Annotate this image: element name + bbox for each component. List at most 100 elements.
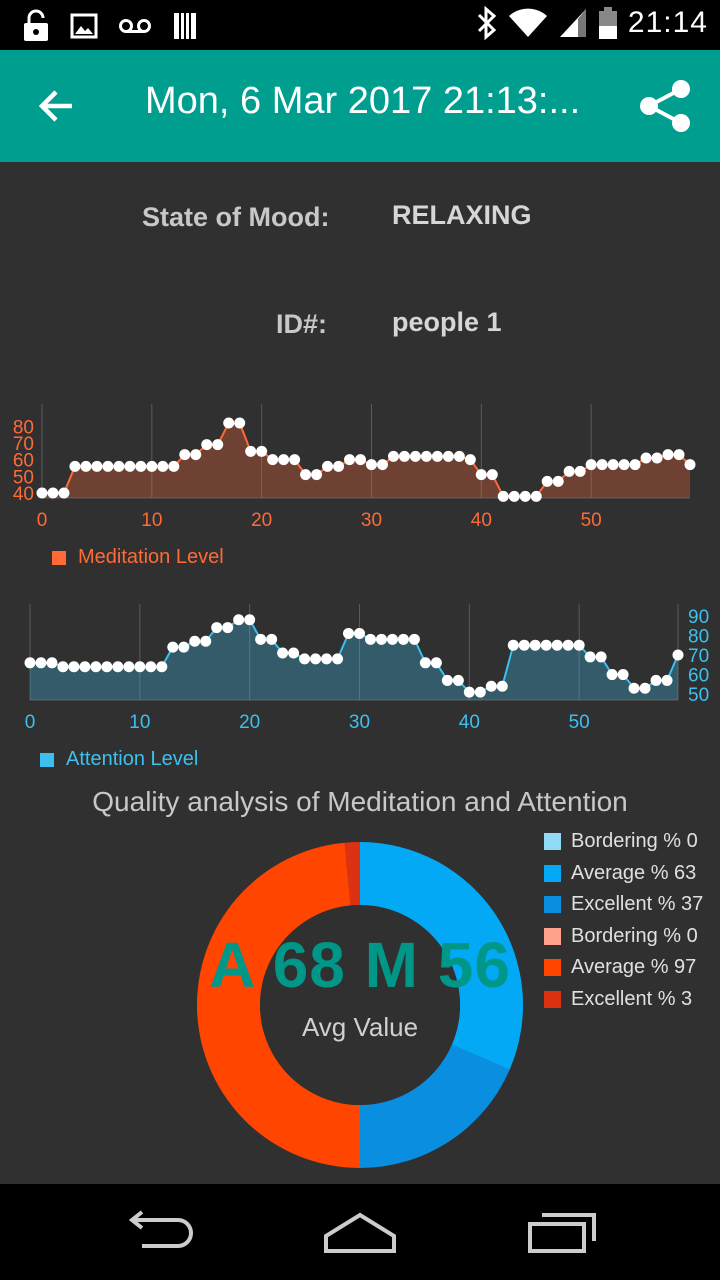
data-point — [156, 661, 168, 673]
signal-icon — [559, 9, 586, 37]
mood-value: RELAXING — [392, 200, 532, 230]
data-point — [639, 682, 651, 694]
donut-slice — [360, 842, 523, 1070]
quality-legend-item: Bordering % 0 — [544, 921, 703, 953]
data-point — [135, 460, 147, 472]
x-tick-label: 40 — [471, 510, 492, 531]
data-point — [36, 487, 48, 499]
attention-legend: Attention Level — [40, 748, 198, 771]
data-point — [629, 459, 641, 471]
data-point — [386, 633, 398, 645]
data-point — [672, 649, 684, 661]
data-point — [58, 487, 70, 499]
quality-legend: Bordering % 0 Average % 63 Excellent % 37 B… — [544, 826, 703, 1015]
meditation-legend-swatch — [52, 550, 66, 565]
data-point — [355, 454, 367, 466]
data-point — [596, 459, 608, 471]
data-point — [256, 445, 268, 457]
data-point — [321, 653, 333, 665]
data-point — [300, 469, 312, 481]
data-point — [244, 614, 256, 626]
data-point — [662, 449, 674, 461]
data-point — [200, 635, 212, 647]
data-point — [606, 669, 618, 681]
attention-legend-label: Attention Level — [66, 748, 199, 770]
data-point — [409, 450, 421, 462]
data-point — [375, 633, 387, 645]
quality-legend-label: Average % 63 — [571, 861, 697, 884]
data-point — [46, 657, 58, 669]
data-point — [123, 661, 135, 673]
data-point — [508, 490, 520, 502]
data-point — [376, 459, 388, 471]
bluetooth-icon — [477, 6, 497, 40]
data-point — [168, 460, 180, 472]
voicemail-icon — [119, 19, 151, 33]
x-tick-label: 20 — [239, 712, 260, 733]
data-point — [486, 469, 498, 481]
data-point — [541, 475, 553, 487]
recents-nav-icon[interactable] — [520, 1206, 600, 1256]
back-nav-icon[interactable] — [120, 1206, 200, 1256]
data-point — [212, 439, 224, 451]
data-point — [211, 622, 223, 634]
data-point — [530, 490, 542, 502]
id-label: ID#: — [276, 309, 328, 339]
data-point — [475, 469, 487, 481]
data-point — [134, 661, 146, 673]
data-point — [585, 459, 597, 471]
data-point — [463, 686, 475, 698]
data-point — [91, 460, 103, 472]
quality-donut-chart[interactable] — [190, 835, 530, 1175]
status-clock: 21:14 — [627, 6, 708, 39]
system-icons: 21:14 — [476, 6, 708, 40]
data-point — [343, 627, 355, 639]
data-point — [311, 469, 323, 481]
donut-slice — [197, 842, 360, 1168]
data-point — [278, 454, 290, 466]
data-point — [497, 490, 509, 502]
data-point — [419, 657, 431, 669]
quality-legend-label: Bordering % 0 — [571, 924, 698, 947]
data-point — [267, 454, 279, 466]
back-arrow-icon[interactable] — [28, 78, 84, 134]
data-point — [397, 633, 409, 645]
data-point — [245, 445, 257, 457]
data-point — [124, 460, 136, 472]
quality-legend-swatch — [544, 927, 561, 945]
donut-center-value: A 68 M 56 — [209, 929, 511, 1001]
data-point — [617, 669, 629, 681]
data-point — [442, 450, 454, 462]
data-point — [353, 627, 365, 639]
data-point — [222, 622, 234, 634]
data-point — [574, 465, 586, 477]
y-tick-label: 90 — [688, 607, 709, 628]
donut-hole — [260, 905, 460, 1105]
y-tick-label: 60 — [688, 666, 709, 687]
data-point — [146, 460, 158, 472]
data-point — [277, 647, 289, 659]
app-bar: Mon, 6 Mar 2017 21:13:... — [0, 50, 720, 162]
quality-legend-item: Average % 97 — [544, 952, 703, 984]
share-icon[interactable] — [636, 76, 696, 136]
data-point — [651, 452, 663, 464]
page-title: Mon, 6 Mar 2017 21:13:... — [145, 80, 581, 122]
data-point — [102, 460, 114, 472]
quality-legend-item: Average % 63 — [544, 858, 703, 890]
data-point — [661, 674, 673, 686]
image-icon — [70, 13, 98, 39]
home-nav-icon[interactable] — [320, 1206, 400, 1256]
data-point — [398, 450, 410, 462]
y-tick-label: 60 — [13, 451, 34, 472]
donut-center-label: Avg Value — [301, 1012, 419, 1042]
notification-icons — [22, 9, 198, 43]
data-point — [364, 633, 376, 645]
data-point — [266, 633, 278, 645]
data-point — [650, 674, 662, 686]
data-point — [179, 449, 191, 461]
quality-legend-item: Excellent % 3 — [544, 984, 703, 1016]
data-point — [101, 661, 113, 673]
data-point — [640, 452, 652, 464]
